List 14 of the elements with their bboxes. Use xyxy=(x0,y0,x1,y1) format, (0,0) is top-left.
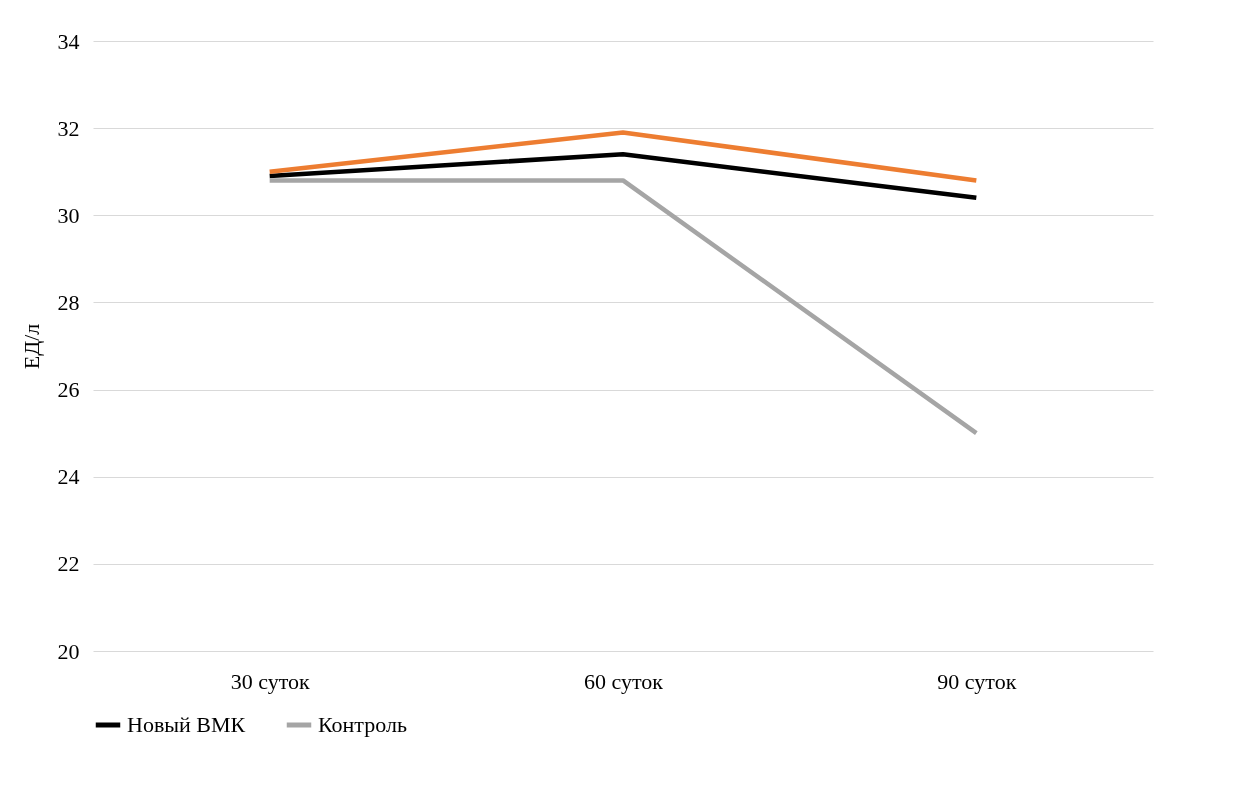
x-tick-label: 60 суток xyxy=(584,668,664,694)
x-tick-label: 30 суток xyxy=(230,668,310,694)
x-tick-label: 90 суток xyxy=(937,668,1017,694)
y-tick-label: 28 xyxy=(57,289,80,315)
legend-label: Новый ВМК xyxy=(127,712,246,737)
y-tick-label: 32 xyxy=(57,115,80,141)
y-tick-label: 24 xyxy=(57,464,80,490)
y-tick-label: 30 xyxy=(57,202,80,228)
legend-label: Контроль xyxy=(318,712,407,737)
y-tick-label: 20 xyxy=(57,638,80,664)
y-tick-label: 22 xyxy=(57,551,80,577)
y-tick-label: 26 xyxy=(57,377,80,403)
y-axis-title: ЕД/л xyxy=(18,323,44,370)
y-tick-label: 34 xyxy=(57,28,80,54)
